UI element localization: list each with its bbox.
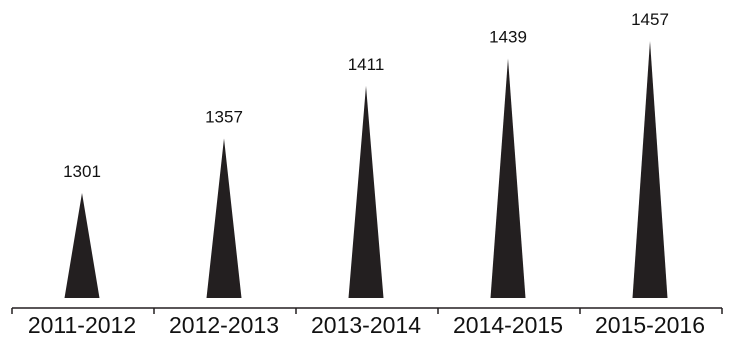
x-tick-label: 2011-2012 (28, 312, 136, 338)
data-label: 1411 (348, 55, 385, 74)
data-label: 1301 (63, 162, 101, 181)
triangle-bar (348, 85, 384, 298)
data-labels: 1301 1357 1411 1439 1457 (63, 10, 669, 181)
triangle-bar (490, 58, 526, 299)
x-tick-labels: 2011-2012 2012-2013 2013-2014 2014-2015 2015… (28, 312, 705, 338)
x-tick-label: 2013-2014 (311, 312, 421, 338)
data-label: 1439 (489, 28, 527, 47)
triangle-bar (64, 193, 100, 298)
data-label: 1357 (205, 107, 243, 126)
x-axis-ticks (11, 308, 723, 314)
triangle-bar (206, 138, 242, 298)
triangle-bar (632, 41, 668, 298)
x-tick-label: 2014-2015 (453, 312, 563, 338)
data-label: 1457 (631, 10, 669, 29)
x-tick-label: 2015-2016 (595, 312, 705, 338)
chart-marks (64, 41, 668, 299)
x-tick-label: 2012-2013 (169, 312, 279, 338)
